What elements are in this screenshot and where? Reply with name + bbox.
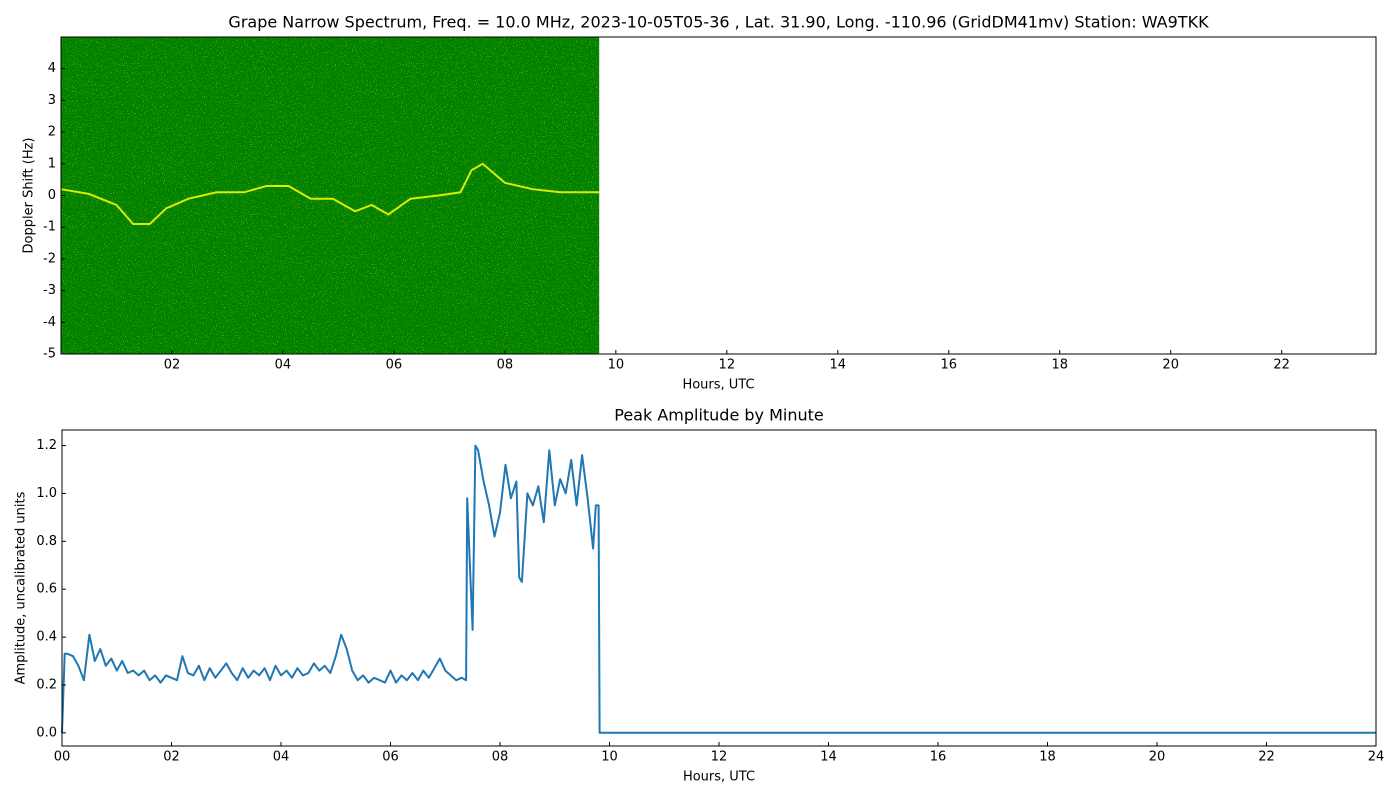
y-tick-label: 0 — [48, 188, 56, 203]
y-tick-label: 1.0 — [36, 486, 57, 501]
x-tick-label: 16 — [940, 358, 957, 373]
y-tick-label: -3 — [43, 283, 56, 298]
x-tick-label: 18 — [1039, 750, 1056, 765]
x-tick-label: 08 — [492, 750, 509, 765]
x-tick-label: 22 — [1273, 358, 1290, 373]
y-tick-label: -4 — [43, 315, 56, 330]
x-tick-label: 00 — [54, 750, 71, 765]
x-tick-label: 06 — [386, 358, 403, 373]
y-tick-label: 3 — [48, 93, 56, 108]
x-tick-label: 04 — [275, 358, 292, 373]
x-tick-label: 14 — [820, 750, 837, 765]
x-tick-label: 02 — [164, 358, 181, 373]
y-tick-label: 0.4 — [36, 630, 57, 645]
y-tick-label: -5 — [43, 347, 56, 362]
y-tick-label: 0.2 — [36, 677, 57, 692]
y-axis-label: Doppler Shift (Hz) — [22, 138, 37, 254]
y-axis-label: Amplitude, uncalibrated units — [14, 491, 29, 684]
x-tick-label: 24 — [1368, 750, 1385, 765]
x-axis-label: Hours, UTC — [682, 378, 754, 393]
x-tick-label: 20 — [1162, 358, 1179, 373]
x-tick-label: 16 — [930, 750, 947, 765]
y-tick-label: -1 — [43, 220, 56, 235]
plot-frame — [61, 429, 1377, 747]
x-axis-label: Hours, UTC — [683, 770, 755, 785]
x-tick-label: 08 — [497, 358, 514, 373]
amplitude-line — [61, 444, 1376, 734]
x-tick-label: 02 — [163, 750, 180, 765]
x-tick-label: 10 — [608, 358, 625, 373]
x-tick-label: 18 — [1051, 358, 1068, 373]
chart-title: Peak Amplitude by Minute — [614, 406, 824, 425]
y-tick-label: 1.2 — [36, 438, 57, 453]
y-tick-label: 0.6 — [36, 582, 57, 597]
x-tick-label: 22 — [1258, 750, 1275, 765]
x-tick-label: 12 — [719, 358, 736, 373]
y-tick-label: 1 — [48, 156, 56, 171]
y-tick-label: 4 — [48, 61, 56, 76]
doppler-trace — [60, 162, 600, 225]
x-tick-label: 14 — [830, 358, 847, 373]
y-tick-label: 2 — [48, 125, 56, 140]
y-tick-label: 0.0 — [36, 725, 57, 740]
x-tick-label: 10 — [601, 750, 618, 765]
x-tick-label: 12 — [711, 750, 728, 765]
x-tick-label: 20 — [1149, 750, 1166, 765]
y-tick-label: 0.8 — [36, 534, 57, 549]
y-tick-label: -2 — [43, 251, 56, 266]
x-tick-label: 06 — [382, 750, 399, 765]
spectrogram-noise — [61, 37, 600, 354]
chart-title: Grape Narrow Spectrum, Freq. = 10.0 MHz,… — [228, 13, 1209, 32]
x-tick-label: 04 — [273, 750, 290, 765]
